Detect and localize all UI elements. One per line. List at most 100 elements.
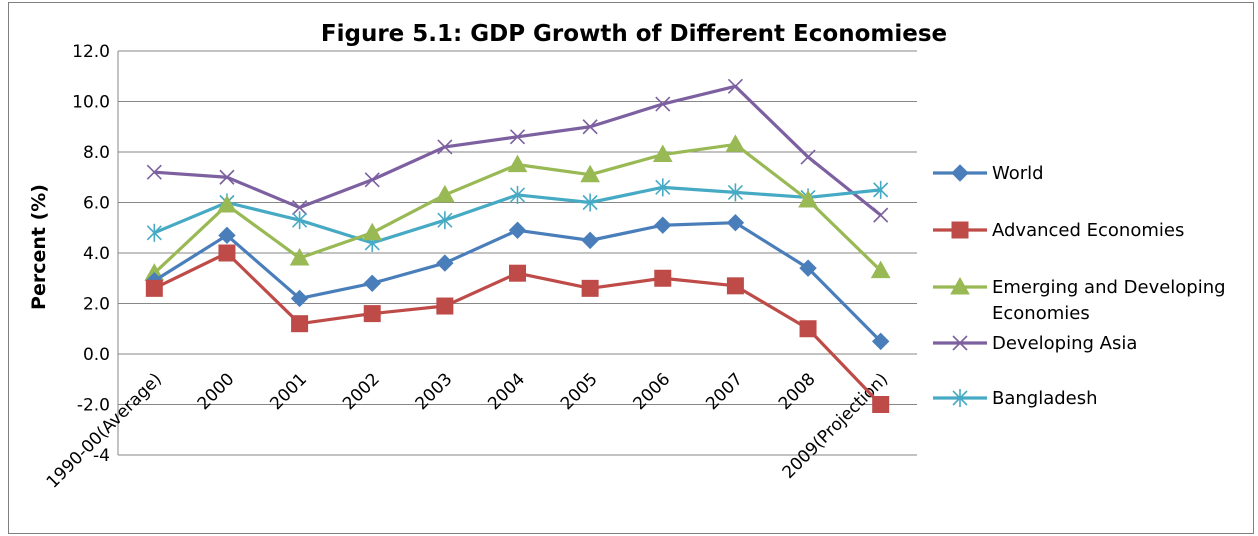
data-point-advanced-economies: [363, 305, 381, 323]
legend-item-world: World: [933, 163, 1044, 184]
data-point-advanced-economies: [581, 279, 599, 297]
series-group: [144, 78, 891, 413]
data-point-bangladesh: [655, 178, 671, 197]
data-point-bangladesh: [582, 193, 598, 212]
marker-stroke: [509, 129, 526, 145]
legend-marker: [951, 164, 969, 182]
data-point-advanced-economies: [726, 277, 744, 295]
y-axis-ticks: 12.0 10.0 8.0 6.0 4.0 2.0 0.0 -2.0 -4: [72, 42, 110, 466]
axes: [117, 51, 917, 455]
x-tick-label: 2001: [266, 369, 311, 414]
y-tick-label: 6.0: [83, 194, 110, 214]
data-point-emerging-and-developing-economies: [217, 195, 237, 213]
y-axis-label: Percent (%): [28, 184, 50, 310]
legend-item-developing-asia: Developing Asia: [933, 333, 1137, 354]
data-point-world: [654, 216, 672, 234]
legend-label: Developing Asia: [992, 333, 1137, 354]
data-point-emerging-and-developing-economies: [580, 164, 600, 183]
marker-stroke: [219, 169, 235, 185]
data-point-developing-asia: [292, 199, 308, 216]
data-point-developing-asia: [727, 78, 743, 94]
data-point-developing-asia: [364, 172, 380, 188]
data-point-bangladesh: [146, 223, 162, 242]
legend-item-advanced-economies: Advanced Economies: [933, 220, 1184, 241]
marker-stroke: [582, 119, 598, 135]
data-point-world: [508, 221, 527, 239]
data-point-emerging-and-developing-economies: [435, 184, 455, 203]
data-point-advanced-economies: [218, 244, 236, 262]
series-line-world: [153, 221, 882, 343]
data-point-emerging-and-developing-economies: [652, 144, 673, 163]
y-tick-label: 0.0: [83, 345, 110, 365]
data-point-developing-asia: [582, 119, 598, 135]
data-point-advanced-economies: [291, 315, 309, 333]
data-point-emerging-and-developing-economies: [870, 260, 891, 279]
data-point-developing-asia: [219, 169, 235, 185]
data-point-developing-asia: [800, 149, 816, 165]
data-point-world: [799, 259, 817, 277]
legend-marker: [952, 389, 968, 407]
x-tick-label: 2008: [775, 369, 820, 414]
data-point-world: [726, 213, 745, 232]
x-tick-label: 1990-00(Average): [43, 369, 166, 492]
x-tick-label: 2003: [412, 369, 457, 414]
data-point-world: [871, 332, 890, 351]
data-point-advanced-economies: [799, 320, 817, 338]
data-point-developing-asia: [437, 139, 453, 155]
series-advanced-economies: [145, 244, 890, 413]
series-developing-asia: [146, 78, 889, 223]
legend-marker: [952, 335, 968, 351]
data-point-world: [581, 231, 599, 250]
y-tick-label: -2.0: [77, 396, 110, 416]
data-point-developing-asia: [873, 207, 889, 223]
data-point-world: [363, 274, 381, 293]
legend-item-bangladesh: Bangladesh: [933, 388, 1098, 409]
data-point-advanced-economies: [872, 396, 890, 413]
y-tick-label: 12.0: [72, 42, 110, 62]
data-point-emerging-and-developing-economies: [798, 189, 818, 208]
chart-title: Figure 5.1: GDP Growth of Different Econ…: [321, 21, 947, 47]
x-tick-label: 2004: [484, 369, 529, 414]
x-axis-ticks: 1990-00(Average) 2000 2001 2002 2003 2004 2005…: [43, 369, 892, 492]
series-emerging-and-developing-economies: [144, 134, 891, 281]
marker-stroke: [292, 199, 308, 216]
data-point-advanced-economies: [436, 297, 454, 315]
marker-stroke: [800, 149, 816, 165]
data-point-advanced-economies: [145, 279, 163, 297]
y-tick-label: 10.0: [72, 93, 110, 113]
legend-marker: [950, 276, 970, 295]
line-chart: Figure 5.1: GDP Growth of Different Econ…: [28, 21, 1226, 493]
data-point-emerging-and-developing-economies: [289, 248, 310, 266]
marker-stroke: [437, 139, 453, 155]
y-tick-label: 4.0: [83, 244, 110, 264]
data-point-world: [436, 254, 454, 272]
marker-stroke: [873, 207, 889, 223]
data-point-emerging-and-developing-economies: [725, 134, 746, 152]
x-tick-label: 2000: [194, 369, 239, 414]
data-point-bangladesh: [873, 180, 889, 199]
data-point-emerging-and-developing-economies: [362, 222, 383, 241]
y-tick-label: 2.0: [83, 295, 110, 315]
data-point-developing-asia: [509, 129, 526, 145]
x-tick-label: 2007: [702, 369, 747, 414]
data-point-bangladesh: [292, 211, 308, 230]
marker-stroke: [146, 164, 162, 180]
data-point-bangladesh: [509, 185, 526, 204]
marker-stroke: [364, 172, 380, 188]
marker-stroke: [727, 78, 743, 94]
data-point-advanced-economies: [654, 269, 672, 287]
data-point-bangladesh: [437, 211, 453, 230]
data-point-world: [290, 289, 309, 308]
data-point-bangladesh: [727, 183, 743, 202]
legend-marker: [951, 221, 969, 239]
data-point-advanced-economies: [509, 264, 526, 282]
legend-label: Bangladesh: [992, 388, 1098, 409]
data-point-emerging-and-developing-economies: [507, 154, 528, 173]
y-tick-label: 8.0: [83, 143, 110, 163]
data-point-developing-asia: [655, 96, 671, 112]
marker-stroke: [952, 335, 968, 351]
legend-label: Emerging and Developing Economies: [992, 277, 1226, 324]
data-point-developing-asia: [146, 164, 162, 180]
marker-stroke: [655, 96, 671, 112]
chart-frame: Figure 5.1: GDP Growth of Different Econ…: [8, 2, 1254, 534]
